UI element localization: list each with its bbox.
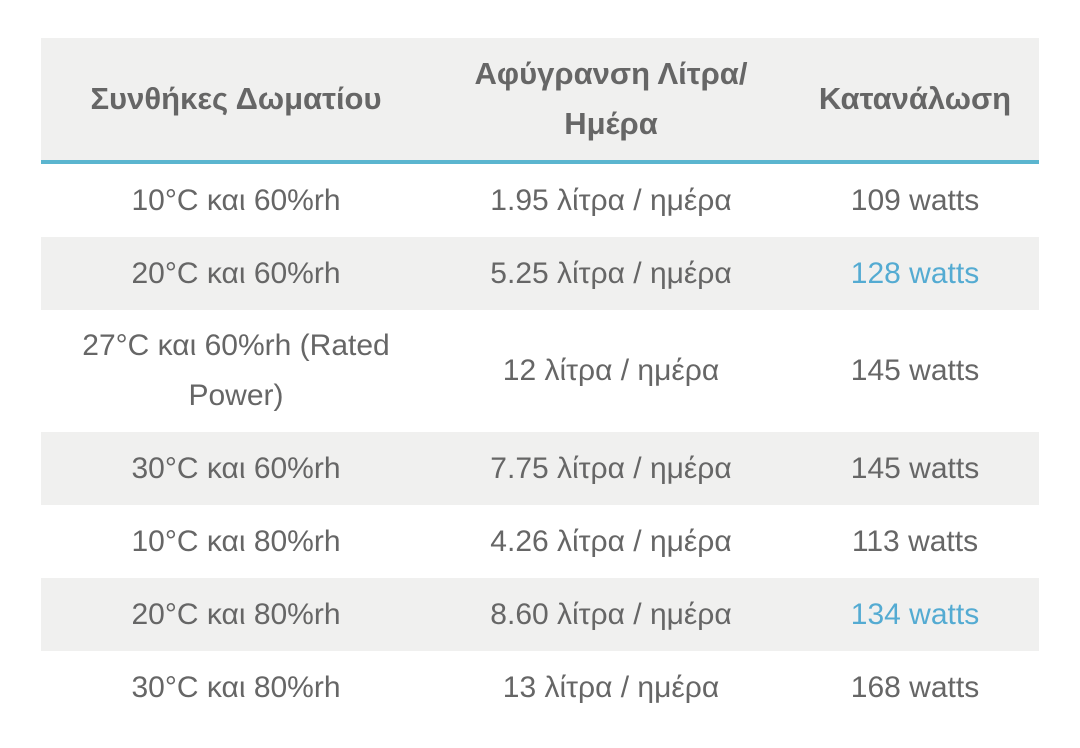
cell-condition: 30°C και 80%rh [131,670,341,704]
cell-watts: 145 watts [850,354,980,387]
table-row: 10°C και 60%rh 1.95 λίτρα / ημέρα 109 wa… [41,164,1039,237]
table-header-row: Συνθήκες Δωματίου Αφύγρανση Λίτρα/ Ημέρα… [41,38,1039,164]
column-header-room-conditions: Συνθήκες Δωματίου [90,81,382,116]
table-row: 20°C και 80%rh 8.60 λίτρα / ημέρα 134 wa… [41,578,1039,651]
cell-liters: 7.75 λίτρα / ημέρα [490,451,732,485]
cell-condition: 10°C και 60%rh [131,183,341,217]
cell-liters: 1.95 λίτρα / ημέρα [490,183,732,217]
cell-watts: 134 watts [850,597,980,631]
spec-table: Συνθήκες Δωματίου Αφύγρανση Λίτρα/ Ημέρα… [41,38,1039,724]
table-row: 30°C και 60%rh 7.75 λίτρα / ημέρα 145 wa… [41,432,1039,505]
cell-watts: 113 watts [851,524,979,558]
cell-watts: 109 watts [850,183,980,217]
cell-liters: 8.60 λίτρα / ημέρα [490,597,732,631]
table-row: 20°C και 60%rh 5.25 λίτρα / ημέρα 128 wa… [41,237,1039,310]
cell-liters: 5.25 λίτρα / ημέρα [490,256,732,290]
table-row: 30°C και 80%rh 13 λίτρα / ημέρα 168 watt… [41,651,1039,724]
cell-condition: 27°C και 60%rh (Rated Power) [82,329,390,412]
cell-condition: 30°C και 60%rh [131,451,341,485]
cell-watts: 168 watts [850,670,980,704]
table-row: 10°C και 80%rh 4.26 λίτρα / ημέρα 113 wa… [41,505,1039,578]
cell-condition: 10°C και 80%rh [131,524,341,558]
cell-watts: 145 watts [850,451,980,485]
cell-liters: 12 λίτρα / ημέρα [502,354,720,387]
cell-watts: 128 watts [850,256,980,290]
cell-liters: 4.26 λίτρα / ημέρα [490,524,732,558]
table-row: 27°C και 60%rh (Rated Power) 12 λίτρα / … [41,310,1039,432]
cell-condition: 20°C και 60%rh [131,256,341,290]
cell-liters: 13 λίτρα / ημέρα [502,670,720,704]
cell-condition: 20°C και 80%rh [131,597,341,631]
column-header-dehumidification: Αφύγρανση Λίτρα/ Ημέρα [474,56,748,141]
column-header-consumption: Κατανάλωση [818,81,1012,116]
